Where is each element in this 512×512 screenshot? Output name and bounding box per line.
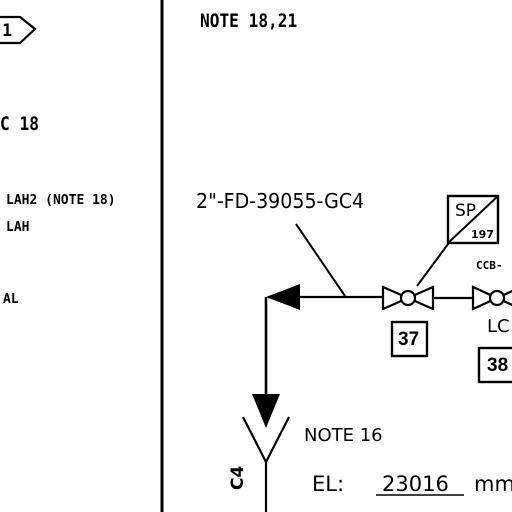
instrument-sp-label: SP xyxy=(455,201,477,221)
left-note-fragment: C 18 xyxy=(0,113,39,135)
tag-box-37 xyxy=(390,320,429,358)
ccb-label: CCB- xyxy=(476,259,503,272)
tag-box-38 xyxy=(477,346,512,384)
pipe-line-spec: 2"-FD-39055-GC4 xyxy=(196,189,365,213)
control-valve-38 xyxy=(471,285,512,311)
alarm-lah2-note: LAH2 (NOTE 18) xyxy=(6,193,116,208)
alarm-lah: LAH xyxy=(6,220,30,235)
flow-arrow-down xyxy=(252,394,280,428)
note-16: NOTE 16 xyxy=(304,425,383,446)
valve-tag-37: 37 xyxy=(398,329,420,350)
flow-arrow-left xyxy=(266,284,300,310)
alarm-al: AL xyxy=(3,292,19,307)
vertical-line-spec-fragment: C4 xyxy=(228,465,248,490)
offpage-label: 1 xyxy=(2,21,13,41)
control-valve-37 xyxy=(381,285,435,311)
instrument-box xyxy=(446,194,500,245)
leader-line xyxy=(295,223,346,297)
offpage-connector xyxy=(0,15,37,45)
elevation-unit: mm xyxy=(474,472,512,496)
valve-tag-38: 38 xyxy=(487,355,509,376)
note-18-21: NOTE 18,21 xyxy=(200,10,298,32)
elevation-label: EL: xyxy=(312,472,345,496)
lc-label: LC xyxy=(487,316,510,337)
signal-line xyxy=(416,235,455,287)
instrument-number: 197 xyxy=(471,228,494,241)
elevation-value: 23016 xyxy=(382,472,449,496)
